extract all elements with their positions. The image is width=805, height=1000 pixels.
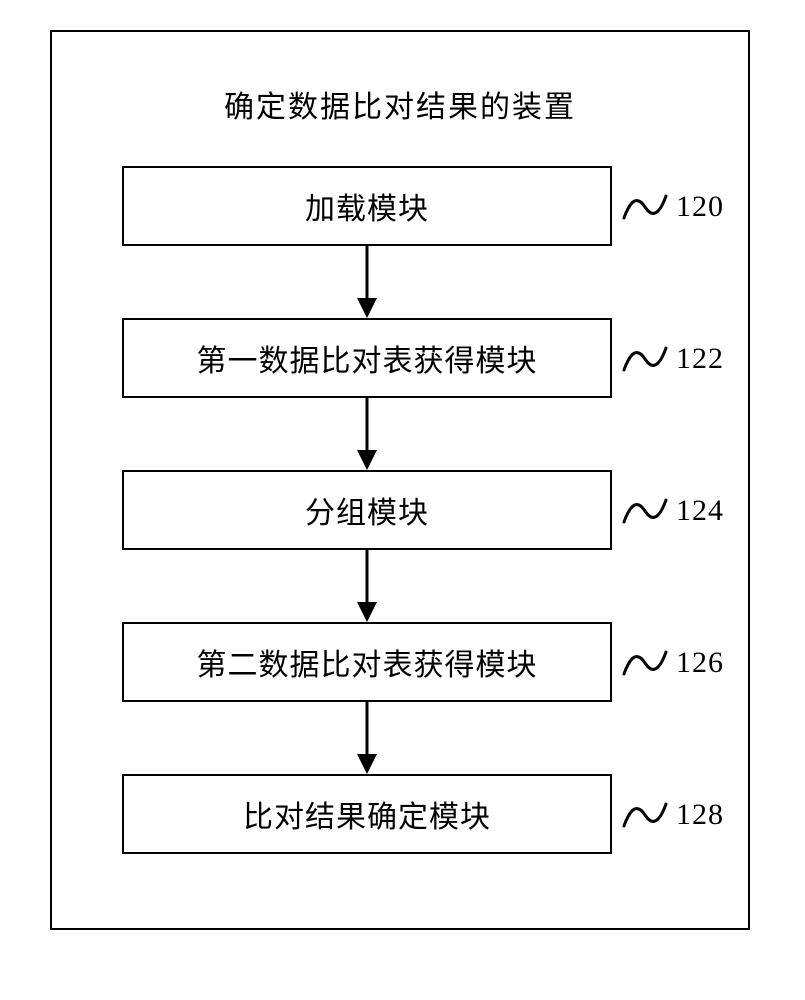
leader-tilde-icon bbox=[622, 184, 668, 230]
ref-group: 124 bbox=[622, 488, 724, 534]
arrow-down-icon bbox=[365, 702, 369, 774]
arrow-down-icon bbox=[365, 550, 369, 622]
arrow-row bbox=[52, 410, 748, 470]
leader-tilde-icon bbox=[622, 792, 668, 838]
node-label: 分组模块 bbox=[305, 488, 429, 532]
leader-tilde-icon bbox=[622, 488, 668, 534]
ref-number: 128 bbox=[676, 798, 724, 832]
diagram-frame: 确定数据比对结果的装置 加载模块 120 第一数据比对表获得模块 bbox=[50, 30, 750, 930]
ref-group: 126 bbox=[622, 640, 724, 686]
arrow-row bbox=[52, 714, 748, 774]
node-label: 比对结果确定模块 bbox=[243, 792, 491, 836]
ref-number: 126 bbox=[676, 646, 724, 680]
arrow-row bbox=[52, 562, 748, 622]
diagram-title: 确定数据比对结果的装置 bbox=[52, 82, 748, 126]
node-label: 第二数据比对表获得模块 bbox=[197, 640, 538, 684]
arrow-down-icon bbox=[365, 398, 369, 470]
flow-row: 比对结果确定模块 128 bbox=[52, 774, 748, 866]
ref-group: 122 bbox=[622, 336, 724, 382]
ref-group: 120 bbox=[622, 184, 724, 230]
flow-row: 第一数据比对表获得模块 122 bbox=[52, 318, 748, 410]
arrow-down-icon bbox=[365, 246, 369, 318]
node-compare-result-module: 比对结果确定模块 bbox=[122, 774, 612, 854]
leader-tilde-icon bbox=[622, 336, 668, 382]
flow-row: 分组模块 124 bbox=[52, 470, 748, 562]
flow-row: 第二数据比对表获得模块 126 bbox=[52, 622, 748, 714]
node-label: 加载模块 bbox=[305, 184, 429, 228]
node-group-module: 分组模块 bbox=[122, 470, 612, 550]
node-second-compare-table-module: 第二数据比对表获得模块 bbox=[122, 622, 612, 702]
arrow-row bbox=[52, 258, 748, 318]
leader-tilde-icon bbox=[622, 640, 668, 686]
flow-container: 加载模块 120 第一数据比对表获得模块 bbox=[52, 166, 748, 866]
flow-row: 加载模块 120 bbox=[52, 166, 748, 258]
node-first-compare-table-module: 第一数据比对表获得模块 bbox=[122, 318, 612, 398]
ref-number: 124 bbox=[676, 494, 724, 528]
node-label: 第一数据比对表获得模块 bbox=[197, 336, 538, 380]
ref-group: 128 bbox=[622, 792, 724, 838]
ref-number: 120 bbox=[676, 190, 724, 224]
ref-number: 122 bbox=[676, 342, 724, 376]
node-load-module: 加载模块 bbox=[122, 166, 612, 246]
